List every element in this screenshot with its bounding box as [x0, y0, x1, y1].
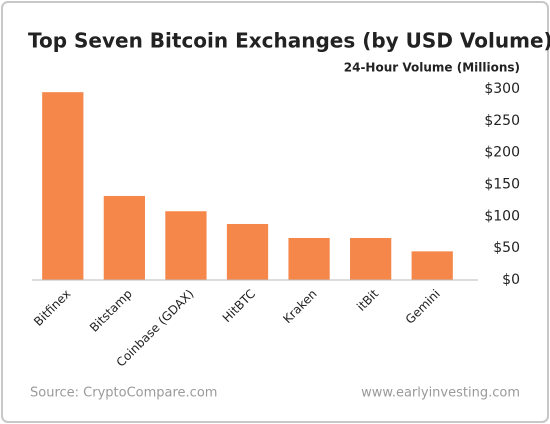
bar: [350, 237, 392, 280]
y-tick-label: $200: [484, 145, 520, 161]
bar: [226, 223, 269, 280]
bar: [411, 251, 453, 280]
y-tick-label: $50: [493, 240, 520, 256]
y-axis-title: 24-Hour Volume (Millions): [344, 61, 520, 75]
y-tick-label: $250: [484, 113, 520, 129]
bar: [288, 237, 330, 280]
y-tick-label: $300: [484, 81, 520, 97]
chart-title: Top Seven Bitcoin Exchanges (by USD Volu…: [28, 29, 550, 53]
source-note: Source: CryptoCompare.com: [30, 386, 217, 401]
bar: [42, 92, 84, 280]
y-tick-label: $150: [484, 177, 520, 193]
y-tick-label: $100: [484, 208, 520, 224]
bar: [165, 211, 207, 280]
website-note: www.earlyinvesting.com: [361, 386, 520, 401]
y-tick-label: $0: [502, 272, 520, 288]
bar: [103, 195, 145, 280]
